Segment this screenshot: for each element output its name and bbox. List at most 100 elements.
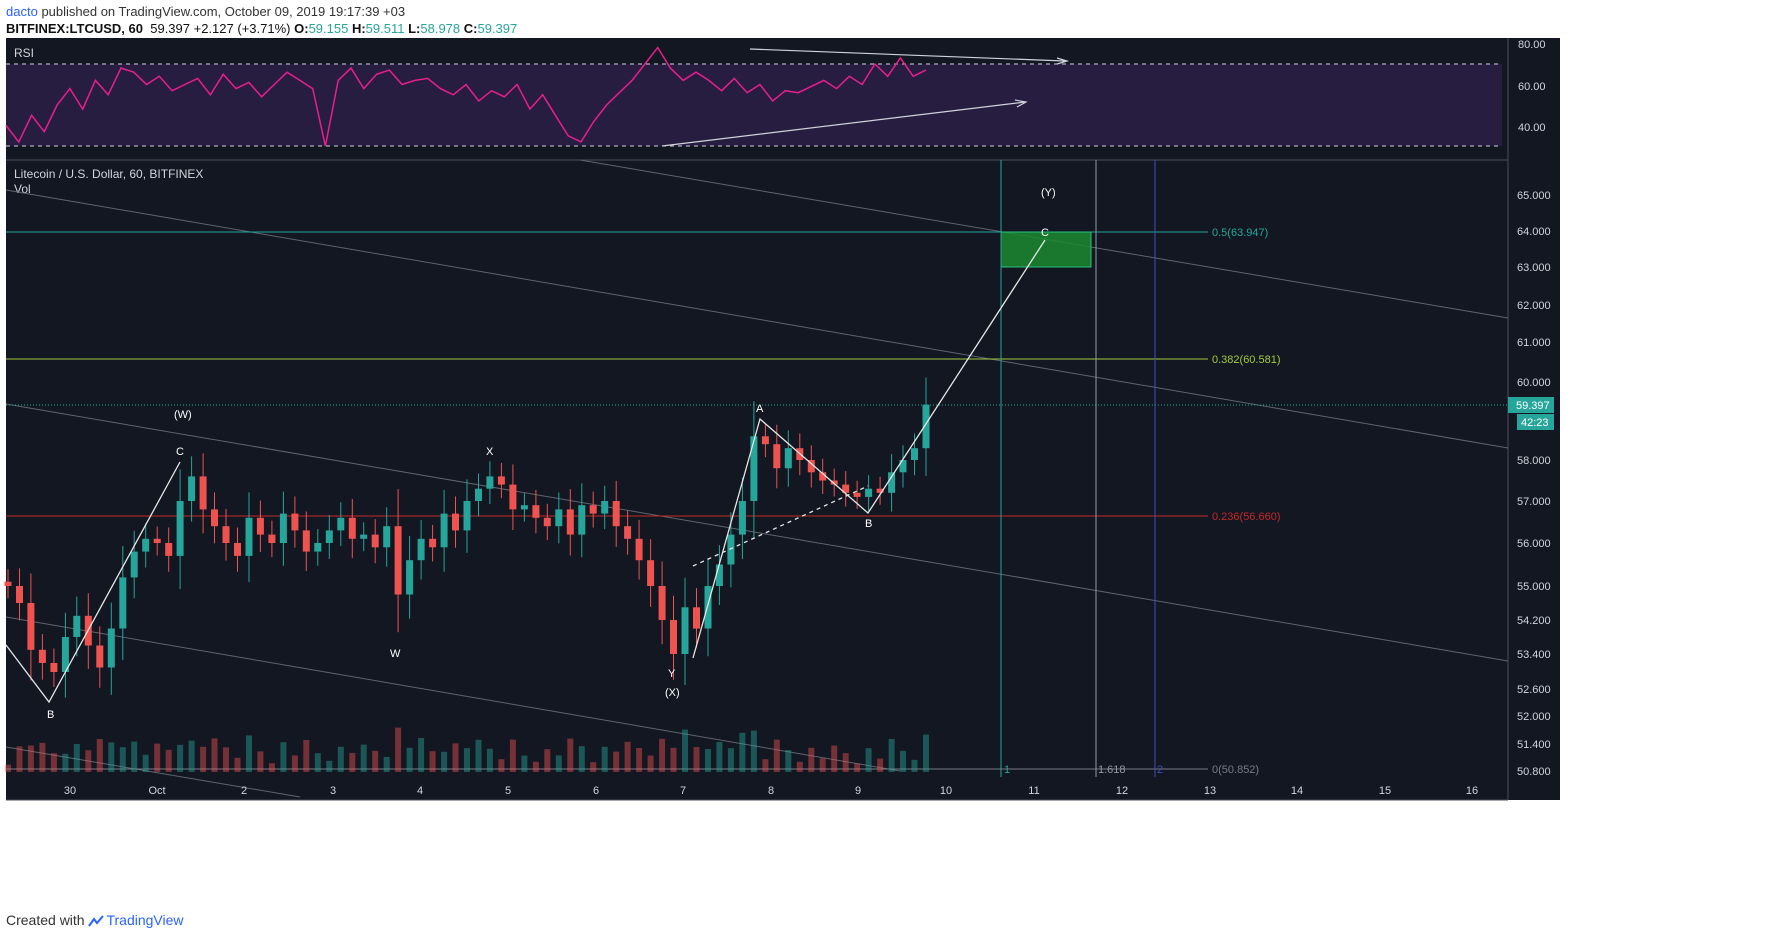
rsi-trendline-upper — [749, 48, 1066, 62]
y-tick: 56.000 — [1517, 538, 1551, 550]
volume-bar — [234, 757, 241, 772]
candle-body — [463, 501, 471, 531]
candle-body — [199, 476, 207, 510]
wave-label: W — [390, 648, 401, 660]
volume-bar — [682, 729, 688, 772]
high-label: H: — [351, 21, 366, 36]
volume-bar — [395, 727, 402, 772]
candle-body — [153, 538, 161, 543]
open-label: O: — [294, 21, 309, 36]
wave-label: (Y) — [1041, 187, 1056, 199]
y-tick: 51.400 — [1517, 739, 1551, 751]
candle-body — [291, 513, 299, 531]
author-name[interactable]: dacto — [6, 4, 38, 19]
volume-bar — [108, 742, 115, 772]
candle-body — [211, 509, 218, 527]
close-value: 59.397 — [477, 21, 518, 36]
volume-bar — [578, 746, 585, 772]
candle-body — [188, 476, 196, 501]
x-tick: 13 — [1204, 785, 1216, 797]
volume-bar — [888, 739, 895, 772]
x-tick: 10 — [940, 785, 952, 797]
x-tick: 14 — [1291, 785, 1303, 797]
target-box — [1000, 231, 1092, 268]
y-tick: 58.000 — [1517, 455, 1551, 467]
close-label: C: — [463, 21, 478, 36]
volume-bar — [165, 749, 172, 772]
volume-bar — [268, 763, 275, 772]
wave-label: B — [865, 518, 872, 530]
candle-body — [4, 581, 12, 586]
candle-body — [234, 543, 241, 556]
wave-line-y — [692, 239, 1046, 659]
time-axis: 30 Oct 2 3 4 5 6 7 8 9 10 11 12 13 14 15… — [64, 785, 1478, 797]
candle-body — [165, 543, 173, 556]
volume-bar — [865, 748, 872, 772]
y-tick: 52.000 — [1517, 711, 1551, 723]
volume-bar — [521, 755, 528, 772]
volume-bar — [796, 761, 803, 772]
candle-layer — [4, 377, 930, 698]
y-tick: 61.000 — [1517, 337, 1551, 349]
x-tick: 2 — [241, 785, 247, 797]
wave-label: X — [486, 446, 494, 458]
candle-body — [624, 526, 632, 539]
candle-body — [130, 551, 138, 578]
candle-body — [509, 484, 517, 510]
created-with-text: Created with — [6, 912, 85, 928]
volume-bar — [647, 755, 654, 772]
volume-bar — [613, 751, 620, 772]
volume-bar — [119, 747, 126, 772]
tradingview-brand[interactable]: TradingView — [106, 912, 184, 928]
candle-body — [578, 505, 586, 535]
candle-body — [38, 649, 46, 663]
last-price-badge — [1508, 397, 1554, 413]
x-tick: 11 — [1028, 785, 1039, 797]
volume-bar — [188, 740, 195, 772]
volume-bar — [693, 747, 700, 772]
candle-body — [27, 603, 35, 650]
volume-bar — [372, 750, 379, 772]
candle-body — [693, 607, 700, 629]
x-tick: 8 — [768, 785, 774, 797]
candle-body — [176, 501, 184, 556]
fib-label: 0.5(63.947) — [1212, 227, 1268, 239]
rsi-tick: 80.00 — [1518, 39, 1546, 51]
volume-bar — [452, 743, 459, 772]
candle-body — [119, 577, 127, 629]
volume-bar — [785, 750, 792, 772]
volume-bar — [429, 751, 436, 772]
candle-body — [16, 586, 23, 603]
candle-body — [452, 513, 459, 531]
low-value: 58.978 — [420, 21, 461, 36]
symbol-bar: BITFINEX:LTCUSD, 60 59.397 +2.127 (+3.71… — [6, 21, 517, 36]
x-tick: 7 — [680, 785, 686, 797]
candle-body — [888, 472, 896, 493]
footer: Created with TradingView — [6, 912, 184, 928]
wave-label: (W) — [174, 409, 192, 421]
rsi-line — [5, 46, 927, 147]
volume-layer — [5, 727, 929, 772]
published-text: published on TradingView.com, October 09… — [41, 4, 406, 19]
volume-bar — [142, 754, 149, 772]
volume-bar — [326, 760, 333, 772]
channel-line-lower — [5, 616, 901, 772]
wave-label: (X) — [665, 687, 680, 699]
y-tick: 53.400 — [1517, 649, 1551, 661]
wave-line-w — [5, 461, 181, 704]
x-tick: Oct — [148, 785, 165, 797]
chart-canvas[interactable]: RSI 80.00 60.00 40.00 Litecoin / U.S. Do… — [0, 36, 1766, 904]
candle-body — [566, 509, 574, 535]
rsi-arrowhead — [1014, 99, 1028, 108]
candle-body — [337, 517, 345, 531]
volume-bar — [85, 750, 92, 772]
candle-body — [107, 628, 115, 668]
candle-body — [406, 560, 414, 595]
candle-body — [647, 560, 655, 586]
volume-bar — [705, 749, 711, 772]
volume-bar — [509, 739, 516, 772]
candle-body — [360, 534, 368, 539]
volume-bar — [590, 762, 597, 772]
candle-body — [807, 460, 815, 473]
candle-body — [142, 538, 150, 552]
